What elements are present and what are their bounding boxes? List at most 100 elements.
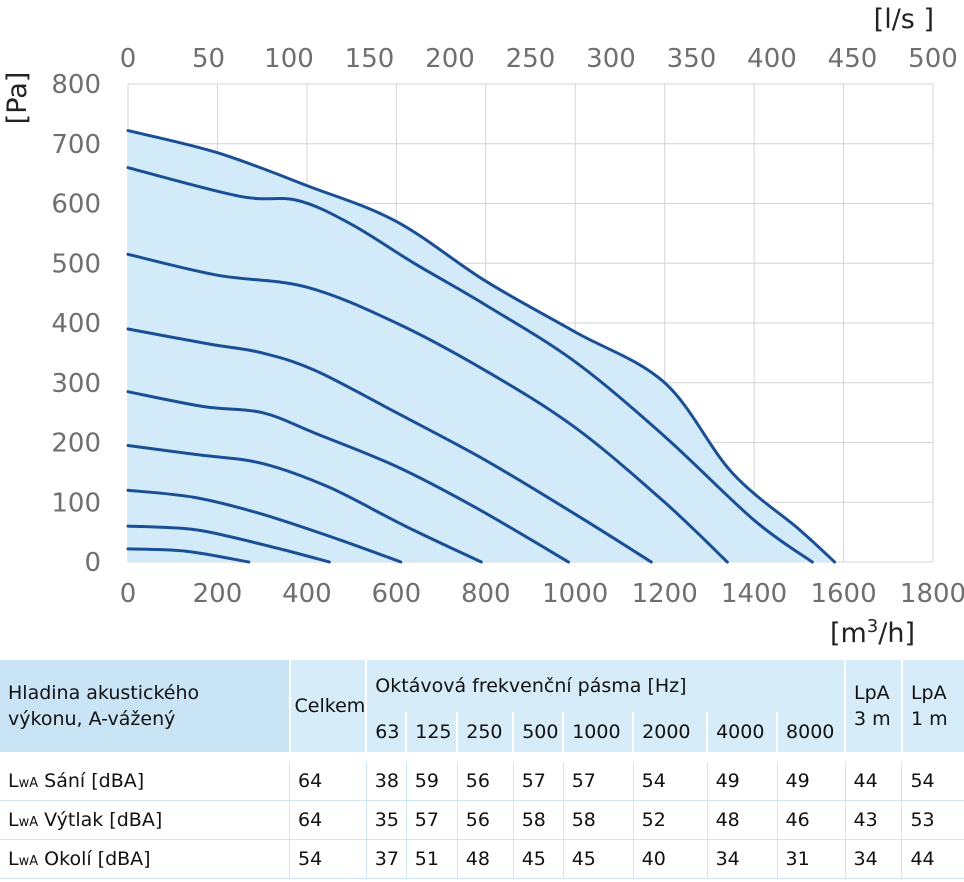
- table-header-lpa-1m: LpA 1 m: [900, 660, 964, 752]
- y-tick-label: 700: [51, 130, 101, 160]
- x-tick-label: 600: [372, 579, 422, 609]
- x-axis-unit-label: [m3/h]: [830, 616, 915, 649]
- fan-curve-2: [126, 524, 331, 564]
- row-label: LwA Výtlak [dBA]: [0, 800, 290, 840]
- band-2000-value: 52: [632, 800, 708, 840]
- table-row: LwA Okolí [dBA] 54 37 51 48 45 45 40 34 31 34 44: [0, 839, 964, 879]
- x-tick-label: 1600: [810, 579, 876, 609]
- fan-curve-7: [126, 252, 729, 564]
- x-tick-label: 200: [193, 579, 243, 609]
- fan-curve-9: [126, 129, 837, 564]
- x-tick-label: 1800: [900, 579, 964, 609]
- x2-tick-label: 500: [908, 44, 958, 74]
- x2-tick-label: 150: [345, 44, 395, 74]
- band-header-2000: 2000: [632, 712, 708, 752]
- band-4000-value: 34: [706, 839, 778, 879]
- band-250-value: 48: [456, 839, 514, 879]
- x2-tick-label: 350: [667, 44, 717, 74]
- x2-tick-label: 50: [192, 44, 225, 74]
- band-header-4000: 4000: [706, 712, 778, 752]
- band-1000-value: 45: [562, 839, 634, 879]
- band-header-1000: 1000: [562, 712, 634, 752]
- x-tick-label: 1400: [721, 579, 787, 609]
- band-8000-value: 46: [776, 800, 846, 840]
- y-tick-label: 100: [51, 488, 101, 518]
- x2-tick-label: 250: [506, 44, 556, 74]
- lpa-1m-value: 54: [901, 762, 964, 801]
- x-tick-label: 1000: [542, 579, 608, 609]
- lpa-3m-value: 44: [844, 762, 902, 801]
- band-header-8000: 8000: [776, 712, 846, 752]
- y-tick-label: 200: [51, 429, 101, 459]
- band-1000-value: 57: [562, 762, 634, 801]
- band-header-500: 500: [512, 712, 564, 752]
- lpa-3m-value: 43: [844, 800, 902, 840]
- x2-tick-label: 100: [264, 44, 314, 74]
- fan-curve-6: [126, 327, 653, 564]
- band-63-value: 35: [365, 800, 407, 840]
- y-tick-label: 500: [51, 249, 101, 279]
- band-4000-value: 49: [706, 762, 778, 801]
- total-value: 64: [289, 762, 367, 801]
- band-1000-value: 58: [562, 800, 634, 840]
- y-tick-label: 300: [51, 369, 101, 399]
- acoustic-power-table: Hladina akustického výkonu, A-vážený Cel…: [0, 660, 964, 879]
- band-header-63: 63: [365, 712, 407, 752]
- lpa-1m-value: 44: [901, 839, 964, 879]
- x-tick-label: 0: [120, 579, 137, 609]
- band-125-value: 59: [405, 762, 458, 801]
- y-tick-label: 400: [51, 309, 101, 339]
- fan-curves: [126, 129, 837, 564]
- x-tick-label: 800: [461, 579, 511, 609]
- fan-curve-8: [126, 166, 814, 564]
- y-tick-label: 0: [84, 548, 101, 578]
- table-header-title: Hladina akustického výkonu, A-vážený: [0, 660, 290, 752]
- x2-axis-unit-label: [l/s ]: [874, 4, 934, 35]
- band-500-value: 57: [512, 762, 564, 801]
- band-125-value: 57: [405, 800, 458, 840]
- band-250-value: 56: [456, 762, 514, 801]
- x2-tick-label: 400: [747, 44, 797, 74]
- x2-tick-label: 200: [425, 44, 475, 74]
- table-header-lpa-3m: LpA 3 m: [844, 660, 902, 752]
- x2-tick-label: 0: [120, 44, 137, 74]
- band-250-value: 56: [456, 800, 514, 840]
- total-value: 54: [289, 839, 367, 879]
- table-header-octave-title: Oktávová frekvenční pásma [Hz]: [365, 660, 846, 712]
- band-125-value: 51: [405, 839, 458, 879]
- table-header-title-line2: výkonu, A-vážený: [8, 708, 176, 730]
- operating-area-fill: [128, 130, 835, 562]
- fan-curve-1: [126, 547, 251, 564]
- x-tick-label: 1200: [632, 579, 698, 609]
- table-body: LwA Sání [dBA] 64 38 59 56 57 57 54 49 49 44 54 LwA …: [0, 762, 964, 879]
- lpa-3m-value: 34: [844, 839, 902, 879]
- x-tick-label: 400: [282, 579, 332, 609]
- x2-tick-label: 300: [586, 44, 636, 74]
- band-500-value: 58: [512, 800, 564, 840]
- band-2000-value: 40: [632, 839, 708, 879]
- band-header-250: 250: [456, 712, 514, 752]
- band-4000-value: 48: [706, 800, 778, 840]
- fan-curve-4: [126, 444, 483, 564]
- band-8000-value: 31: [776, 839, 846, 879]
- band-63-value: 37: [365, 839, 407, 879]
- row-label: LwA Okolí [dBA]: [0, 839, 290, 879]
- lpa-1m-value: 53: [901, 800, 964, 840]
- table-row: LwA Výtlak [dBA] 64 35 57 56 58 58 52 48 46 43 53: [0, 800, 964, 840]
- table-header-title-line1: Hladina akustického: [8, 682, 200, 704]
- fan-curve-3: [126, 488, 403, 564]
- band-500-value: 45: [512, 839, 564, 879]
- row-label: LwA Sání [dBA]: [0, 762, 290, 801]
- y-axis-unit-label: [Pa]: [2, 72, 33, 125]
- x2-tick-label: 450: [828, 44, 878, 74]
- total-value: 64: [289, 800, 367, 840]
- band-8000-value: 49: [776, 762, 846, 801]
- y-tick-label: 800: [51, 70, 101, 100]
- band-header-125: 125: [405, 712, 458, 752]
- y-tick-label: 600: [51, 190, 101, 220]
- band-2000-value: 54: [632, 762, 708, 801]
- table-row: LwA Sání [dBA] 64 38 59 56 57 57 54 49 49 44 54: [0, 762, 964, 801]
- fan-curve-5: [126, 390, 570, 564]
